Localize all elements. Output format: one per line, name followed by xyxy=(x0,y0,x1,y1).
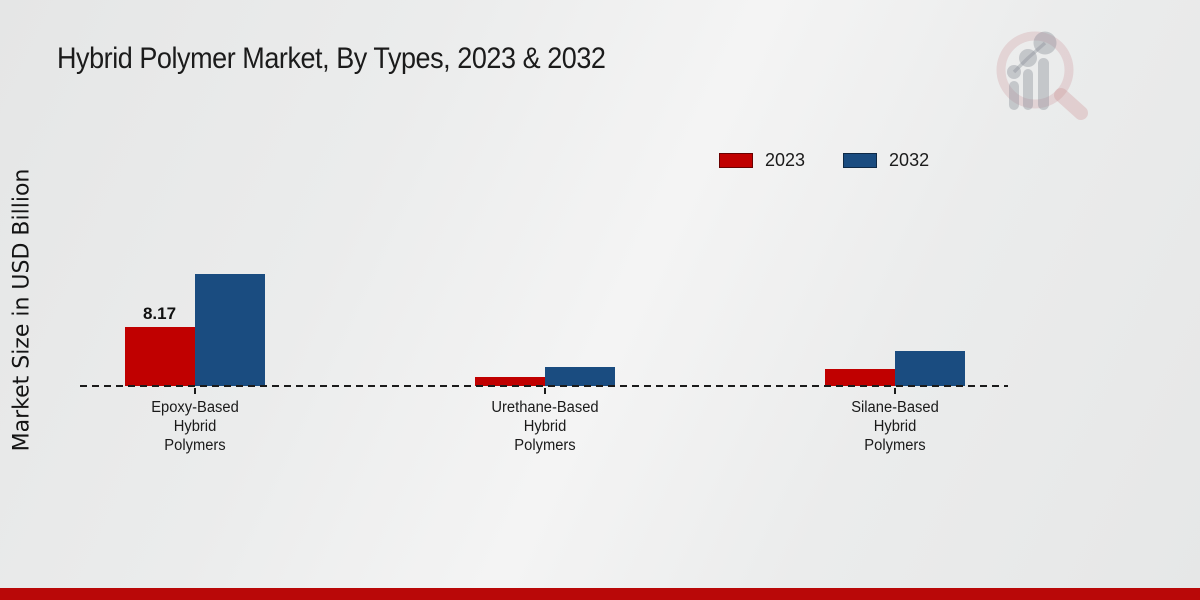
legend: 2023 2032 xyxy=(719,150,929,171)
x-axis-tick xyxy=(543,388,546,394)
magnifier-icon xyxy=(996,31,1088,120)
legend-item-2032: 2032 xyxy=(843,150,929,171)
category-label: Urethane-Based Hybrid Polymers xyxy=(490,399,599,454)
legend-label-2032: 2032 xyxy=(889,150,930,170)
bar-2032-cat0 xyxy=(194,274,265,386)
legend-swatch-2032 xyxy=(843,153,878,168)
bar-2023-cat0 xyxy=(124,327,195,386)
chart-title: Hybrid Polymer Market, By Types, 2023 & … xyxy=(57,42,606,75)
mrfr-logo-watermark xyxy=(996,31,1088,120)
legend-label-2023: 2023 xyxy=(765,150,806,170)
x-axis-tick xyxy=(893,388,896,394)
bar-2032-cat2 xyxy=(894,351,965,386)
legend-item-2023: 2023 xyxy=(719,150,805,171)
legend-swatch-2023 xyxy=(719,153,753,168)
bar-2023-cat1 xyxy=(474,377,545,386)
x-axis-dashed-line xyxy=(80,385,1008,387)
x-axis-tick xyxy=(193,388,196,394)
category-label: Epoxy-Based Hybrid Polymers xyxy=(150,399,239,454)
bottom-accent-bar xyxy=(0,588,1200,600)
bar-value-label: 8.17 xyxy=(142,304,177,323)
category-label: Silane-Based Hybrid Polymers xyxy=(850,399,939,454)
bar-chart-icon xyxy=(1007,31,1057,110)
bar-2032-cat1 xyxy=(544,367,615,386)
bar-2023-cat2 xyxy=(824,369,895,386)
